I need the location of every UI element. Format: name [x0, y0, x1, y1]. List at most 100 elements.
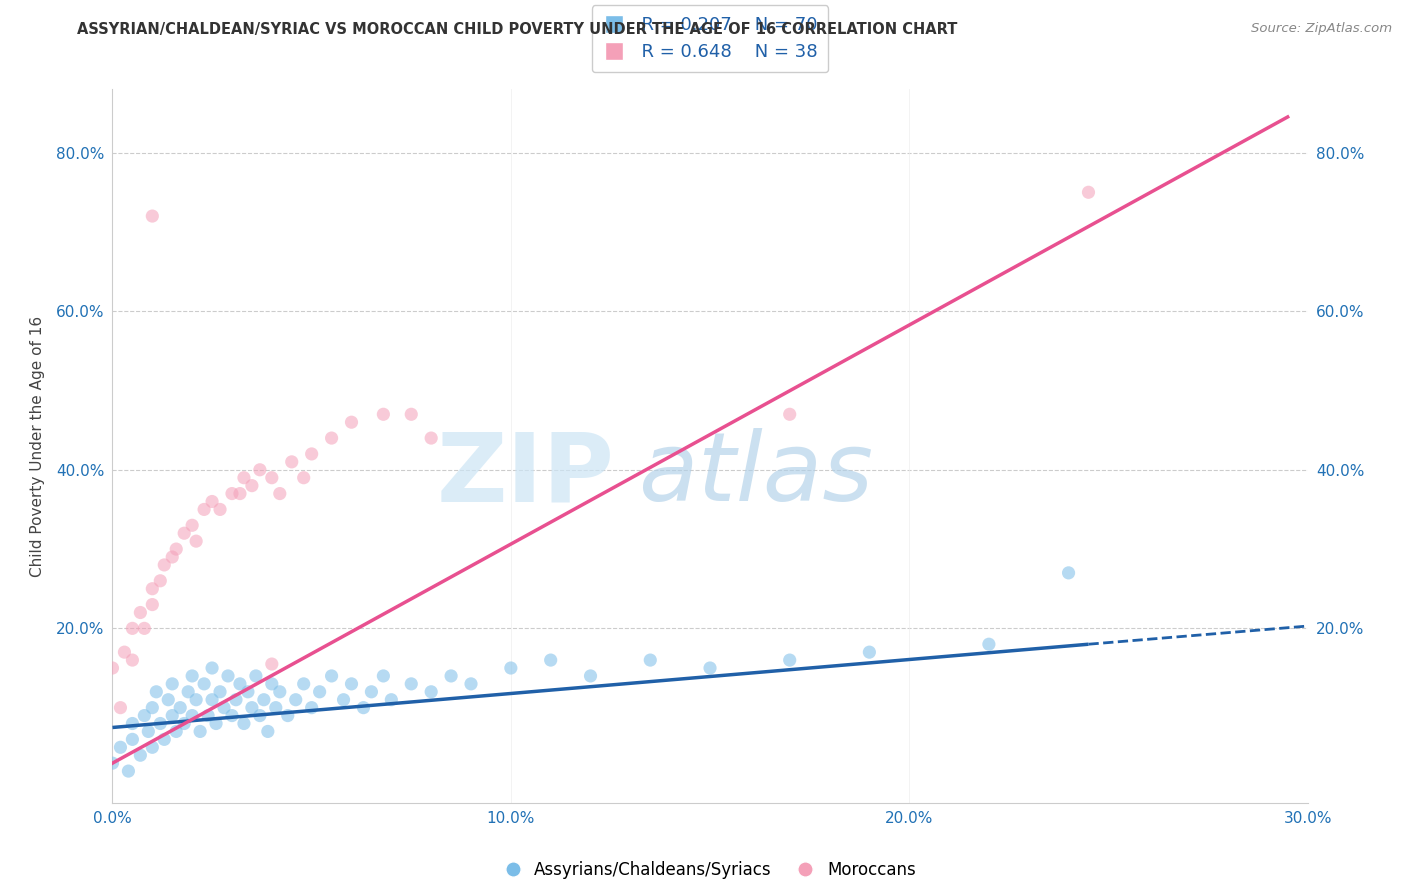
Point: [373, 407, 395, 421]
Point: [1057, 566, 1080, 580]
Point: [249, 463, 271, 477]
Point: [1077, 186, 1099, 200]
Point: [165, 542, 187, 557]
Point: [353, 700, 375, 714]
Point: [249, 708, 271, 723]
Text: ASSYRIAN/CHALDEAN/SYRIAC VS MOROCCAN CHILD POVERTY UNDER THE AGE OF 16 CORRELATI: ASSYRIAN/CHALDEAN/SYRIAC VS MOROCCAN CHI…: [77, 22, 957, 37]
Point: [245, 669, 267, 683]
Point: [169, 700, 191, 714]
Point: [332, 692, 354, 706]
Point: [114, 645, 135, 659]
Point: [240, 700, 263, 714]
Point: [284, 692, 307, 706]
Point: [153, 732, 176, 747]
Point: [269, 685, 291, 699]
Point: [162, 708, 183, 723]
Point: [141, 700, 163, 714]
Point: [858, 645, 880, 659]
Point: [269, 486, 291, 500]
Point: [360, 685, 382, 699]
Point: [186, 534, 208, 549]
Point: [157, 692, 180, 706]
Point: [225, 692, 247, 706]
Point: [145, 685, 167, 699]
Point: [129, 748, 152, 763]
Point: [173, 716, 195, 731]
Point: [212, 700, 235, 714]
Point: [321, 669, 343, 683]
Point: [121, 732, 143, 747]
Point: [181, 518, 204, 533]
Text: Source: ZipAtlas.com: Source: ZipAtlas.com: [1251, 22, 1392, 36]
Point: [193, 502, 215, 516]
Point: [277, 708, 299, 723]
Point: [188, 724, 211, 739]
Point: [181, 669, 204, 683]
Point: [229, 486, 252, 500]
Point: [162, 677, 183, 691]
Point: [233, 716, 256, 731]
Point: [301, 700, 323, 714]
Point: [110, 740, 132, 755]
Point: [499, 661, 522, 675]
Point: [101, 756, 124, 771]
Legend: Assyrians/Chaldeans/Syriacs, Moroccans: Assyrians/Chaldeans/Syriacs, Moroccans: [498, 854, 922, 885]
Point: [134, 708, 156, 723]
Point: [221, 486, 243, 500]
Point: [340, 677, 363, 691]
Point: [260, 471, 283, 485]
Point: [260, 677, 283, 691]
Point: [117, 764, 139, 778]
Point: [440, 669, 463, 683]
Point: [779, 653, 801, 667]
Point: [257, 724, 280, 739]
Point: [209, 685, 232, 699]
Point: [264, 700, 287, 714]
Text: atlas: atlas: [638, 428, 873, 521]
Point: [253, 692, 276, 706]
Point: [173, 526, 195, 541]
Point: [153, 558, 176, 572]
Point: [110, 700, 132, 714]
Point: [221, 708, 243, 723]
Point: [193, 677, 215, 691]
Point: [292, 471, 315, 485]
Point: [197, 708, 219, 723]
Point: [181, 708, 204, 723]
Point: [134, 621, 156, 635]
Point: [340, 415, 363, 429]
Point: [186, 692, 208, 706]
Point: [205, 716, 228, 731]
Point: [420, 431, 443, 445]
Point: [380, 692, 402, 706]
Point: [141, 582, 163, 596]
Point: [233, 471, 256, 485]
Point: [121, 621, 143, 635]
Point: [121, 653, 143, 667]
Point: [229, 677, 252, 691]
Point: [141, 598, 163, 612]
Point: [260, 657, 283, 671]
Point: [401, 407, 423, 421]
Point: [201, 494, 224, 508]
Point: [141, 209, 163, 223]
Point: [201, 661, 224, 675]
Y-axis label: Child Poverty Under the Age of 16: Child Poverty Under the Age of 16: [30, 316, 45, 576]
Point: [149, 716, 172, 731]
Point: [308, 685, 330, 699]
Point: [149, 574, 172, 588]
Point: [579, 669, 602, 683]
Point: [162, 549, 183, 564]
Point: [165, 724, 187, 739]
Point: [977, 637, 1000, 651]
Point: [177, 685, 200, 699]
Point: [640, 653, 662, 667]
Point: [292, 677, 315, 691]
Point: [217, 669, 239, 683]
Point: [779, 407, 801, 421]
Point: [129, 606, 152, 620]
Point: [301, 447, 323, 461]
Point: [699, 661, 721, 675]
Point: [420, 685, 443, 699]
Point: [540, 653, 562, 667]
